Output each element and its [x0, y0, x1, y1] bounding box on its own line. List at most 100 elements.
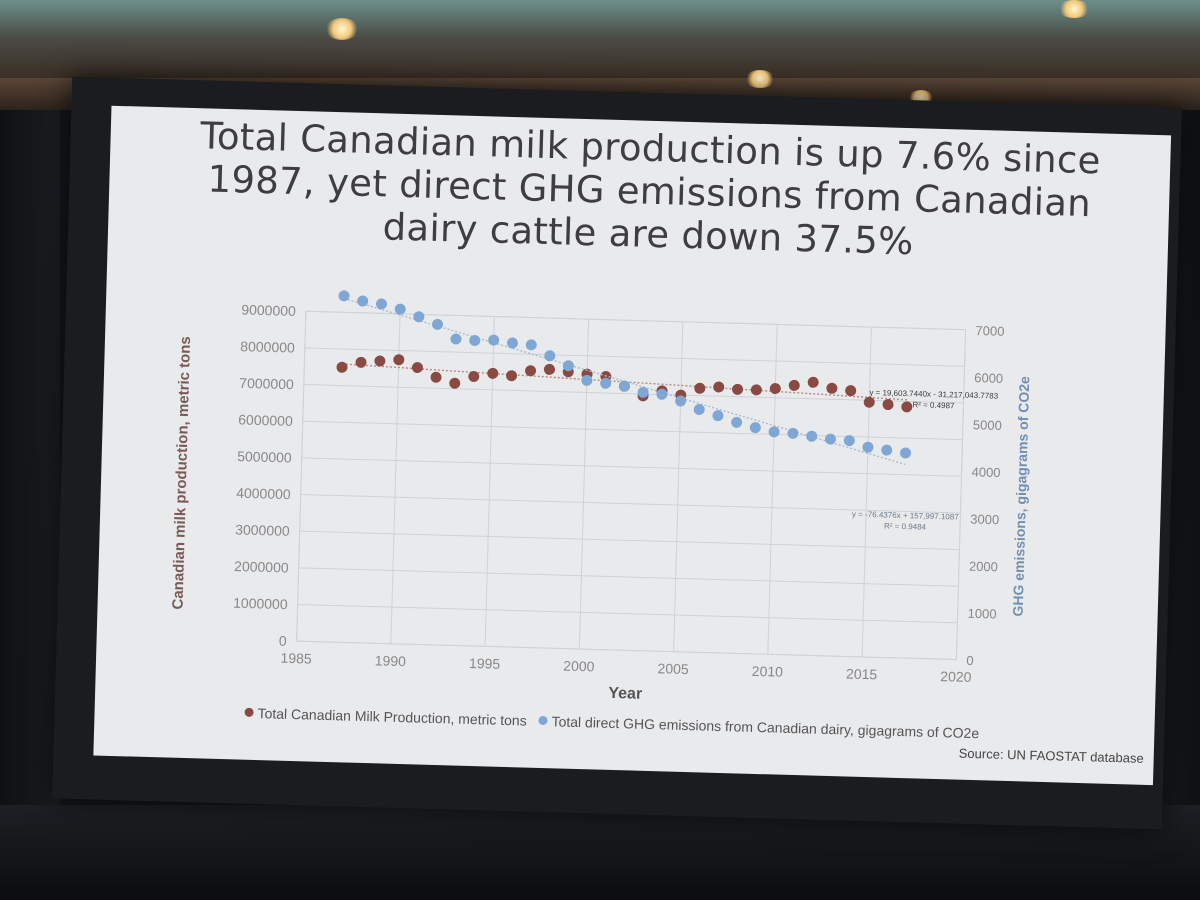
gridline-horizontal: [302, 420, 963, 441]
data-point-ghg: [693, 403, 705, 415]
data-point-ghg: [749, 422, 761, 434]
ceiling-light: [745, 70, 775, 88]
y-right-axis-title: GHG emissions, gigagrams of CO2e: [1010, 376, 1033, 617]
data-point-ghg: [900, 447, 912, 459]
data-point-ghg: [768, 426, 780, 438]
y-right-tick-label: 6000: [974, 370, 1003, 386]
data-point-milk: [411, 362, 423, 374]
x-tick-label: 1985: [280, 650, 312, 667]
y-right-tick-label: 4000: [971, 464, 1000, 480]
x-tick-label: 1995: [469, 655, 501, 672]
x-tick-label: 2000: [563, 658, 595, 675]
data-point-milk: [788, 379, 800, 391]
gridline-horizontal: [301, 457, 962, 477]
ceiling-light: [325, 18, 359, 40]
data-point-milk: [336, 361, 348, 373]
y-left-tick-label: 3000000: [235, 521, 290, 539]
x-tick-label: 2020: [940, 668, 972, 685]
data-point-ghg: [450, 333, 462, 345]
gridline-vertical: [390, 313, 401, 644]
gridline-horizontal: [297, 603, 958, 624]
gridline-vertical: [673, 321, 684, 652]
trendline-equation: y = 19,603.7440x - 31,217,043.7783: [869, 388, 999, 401]
data-point-milk: [901, 401, 913, 413]
gridline-horizontal: [296, 640, 957, 661]
gridline-vertical: [955, 329, 967, 660]
data-point-milk: [449, 377, 461, 389]
data-point-ghg: [394, 303, 406, 315]
data-point-ghg: [824, 433, 836, 445]
data-point-ghg: [506, 337, 518, 349]
data-point-milk: [807, 376, 819, 388]
legend-marker-ghg: [538, 715, 548, 726]
data-point-milk: [543, 363, 555, 375]
data-point-milk: [506, 370, 518, 382]
data-point-ghg: [731, 416, 743, 428]
y-left-tick-label: 7000000: [239, 375, 294, 393]
y-right-tick-label: 0: [966, 653, 974, 668]
gridline-horizontal: [300, 494, 961, 514]
data-point-milk: [713, 381, 725, 393]
data-point-ghg: [843, 435, 855, 447]
data-point-ghg: [675, 395, 687, 407]
gridline-horizontal: [305, 310, 966, 331]
y-left-tick-label: 2000000: [234, 558, 289, 576]
y-left-tick-label: 6000000: [238, 411, 293, 429]
gridline-horizontal: [299, 530, 960, 551]
gridline-vertical: [861, 327, 872, 657]
data-point-ghg: [525, 339, 537, 351]
data-point-milk: [882, 399, 894, 411]
data-point-ghg: [544, 350, 556, 362]
data-point-ghg: [562, 360, 574, 372]
data-point-ghg: [862, 441, 874, 453]
data-point-ghg: [432, 318, 444, 330]
data-point-ghg: [357, 295, 369, 307]
trendline-r-squared: R² = 0.4987: [912, 400, 955, 410]
y-right-tick-label: 2000: [969, 559, 998, 575]
data-point-ghg: [413, 311, 425, 323]
x-tick-label: 2015: [846, 665, 878, 682]
data-point-ghg: [806, 430, 818, 442]
legend-marker-milk: [244, 707, 254, 717]
y-left-tick-label: 1000000: [233, 595, 288, 613]
y-left-tick-label: 5000000: [237, 448, 292, 466]
y-right-tick-label: 1000: [967, 606, 996, 622]
y-right-tick-label: 7000: [975, 323, 1004, 339]
projection-screen: Total Canadian milk production is up 7.6…: [52, 76, 1182, 830]
data-point-ghg: [656, 388, 668, 400]
data-point-milk: [374, 355, 386, 367]
y-right-tick-label: 5000: [973, 417, 1002, 433]
gridline-vertical: [484, 316, 495, 647]
data-point-milk: [750, 384, 762, 396]
trendline-equation: y = -76.4376x + 157,997.1087: [852, 510, 960, 522]
slide: Total Canadian milk production is up 7.6…: [93, 105, 1172, 786]
y-left-tick-label: 4000000: [236, 485, 291, 503]
ceiling-light: [1058, 0, 1090, 18]
x-tick-label: 2010: [752, 663, 784, 680]
y-right-tick-label: 3000: [970, 511, 999, 527]
data-point-ghg: [618, 380, 630, 392]
data-point-milk: [393, 354, 405, 366]
data-point-milk: [769, 383, 781, 395]
y-left-tick-label: 0: [279, 633, 287, 649]
scatter-chart: 0 1000000 2000000 3000000 4000000 5000000 6000…: [169, 290, 1033, 703]
gridline-horizontal: [303, 384, 964, 404]
data-point-milk: [525, 365, 537, 377]
data-point-ghg: [637, 386, 649, 398]
x-axis-title: Year: [608, 685, 642, 703]
gridline-horizontal: [298, 567, 959, 587]
y-left-tick-label: 9000000: [241, 301, 296, 319]
data-point-milk: [694, 382, 706, 394]
data-point-milk: [732, 383, 744, 395]
data-point-milk: [430, 371, 442, 383]
x-tick-label: 2005: [657, 660, 689, 677]
gridline-horizontal: [304, 347, 965, 367]
data-point-ghg: [338, 290, 350, 302]
gridline-vertical: [296, 311, 307, 642]
data-point-milk: [826, 382, 838, 394]
y-left-tick-label: 8000000: [240, 338, 295, 356]
trendline-r-squared: R² = 0.9484: [884, 521, 927, 531]
data-point-ghg: [600, 377, 612, 389]
data-point-ghg: [712, 410, 724, 422]
data-point-ghg: [469, 334, 481, 346]
